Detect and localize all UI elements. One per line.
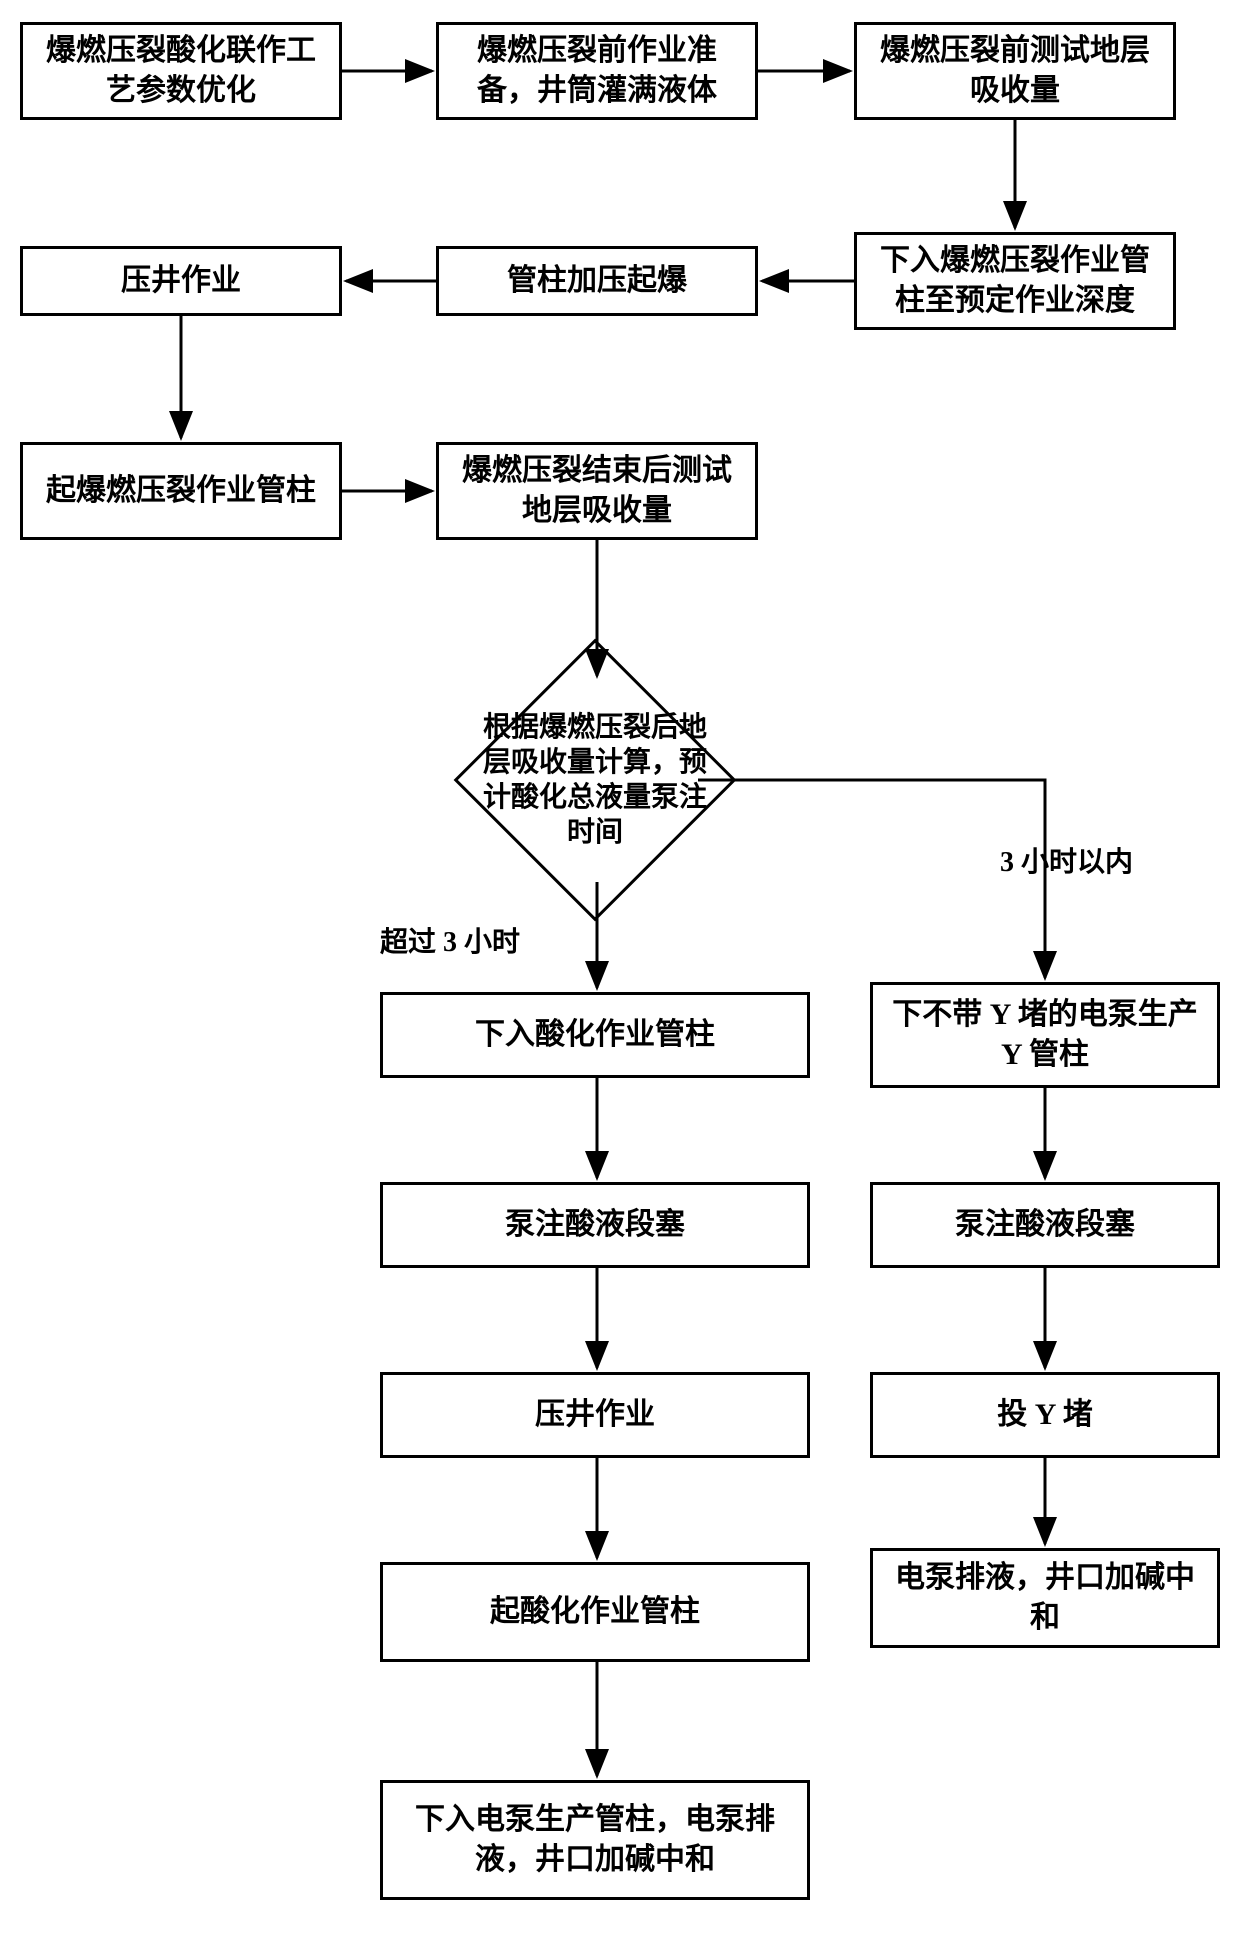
node-pump-acid-slug-left: 泵注酸液段塞: [380, 1182, 810, 1268]
node-text: 下不带 Y 堵的电泵生产 Y 管柱: [885, 995, 1205, 1076]
node-post-test-absorption: 爆燃压裂结束后测试地层吸收量: [436, 442, 758, 540]
node-insert-y-plug: 投 Y 堵: [870, 1372, 1220, 1458]
node-run-acid-string: 下入酸化作业管柱: [380, 992, 810, 1078]
node-run-in-string: 下入爆燃压裂作业管柱至预定作业深度: [854, 232, 1176, 330]
node-text: 起爆燃压裂作业管柱: [46, 471, 316, 512]
node-text: 电泵排液，井口加碱中和: [885, 1558, 1205, 1639]
node-text: 起酸化作业管柱: [490, 1592, 700, 1633]
edge-label-over-3h: 超过 3 小时: [380, 920, 520, 960]
node-text: 压井作业: [535, 1395, 655, 1436]
node-text: 爆燃压裂前作业准备，井筒灌满液体: [451, 31, 743, 112]
node-text: 爆燃压裂前测试地层吸收量: [869, 31, 1161, 112]
node-text: 下入爆燃压裂作业管柱至预定作业深度: [869, 241, 1161, 322]
node-pump-acid-slug-right: 泵注酸液段塞: [870, 1182, 1220, 1268]
node-run-y-pump-string: 下不带 Y 堵的电泵生产 Y 管柱: [870, 982, 1220, 1088]
node-text: 泵注酸液段塞: [955, 1205, 1135, 1246]
node-pressurize-fire: 管柱加压起爆: [436, 246, 758, 316]
node-pre-test-absorption: 爆燃压裂前测试地层吸收量: [854, 22, 1176, 120]
node-param-optimization: 爆燃压裂酸化联作工艺参数优化: [20, 22, 342, 120]
node-text: 压井作业: [121, 261, 241, 302]
node-pre-prep: 爆燃压裂前作业准备，井筒灌满液体: [436, 22, 758, 120]
node-run-pump-produce: 下入电泵生产管柱，电泵排液，井口加碱中和: [380, 1780, 810, 1900]
node-pump-drain: 电泵排液，井口加碱中和: [870, 1548, 1220, 1648]
node-text: 下入电泵生产管柱，电泵排液，井口加碱中和: [395, 1800, 795, 1881]
edge-label-under-3h: 3 小时以内: [1000, 840, 1133, 880]
node-kill-well-2: 压井作业: [380, 1372, 810, 1458]
node-text: 投 Y 堵: [997, 1395, 1093, 1436]
node-text: 泵注酸液段塞: [505, 1205, 685, 1246]
node-text: 下入酸化作业管柱: [475, 1015, 715, 1056]
node-pull-string: 起爆燃压裂作业管柱: [20, 442, 342, 540]
node-pull-acid-string: 起酸化作业管柱: [380, 1562, 810, 1662]
decision-text: 根据爆燃压裂后地层吸收量计算，预计酸化总液量泵注时间: [480, 710, 710, 850]
node-text: 爆燃压裂酸化联作工艺参数优化: [35, 31, 327, 112]
decision-pump-time: 根据爆燃压裂后地层吸收量计算，预计酸化总液量泵注时间: [440, 666, 750, 894]
node-kill-well-1: 压井作业: [20, 246, 342, 316]
node-text: 管柱加压起爆: [507, 261, 687, 302]
node-text: 爆燃压裂结束后测试地层吸收量: [451, 451, 743, 532]
